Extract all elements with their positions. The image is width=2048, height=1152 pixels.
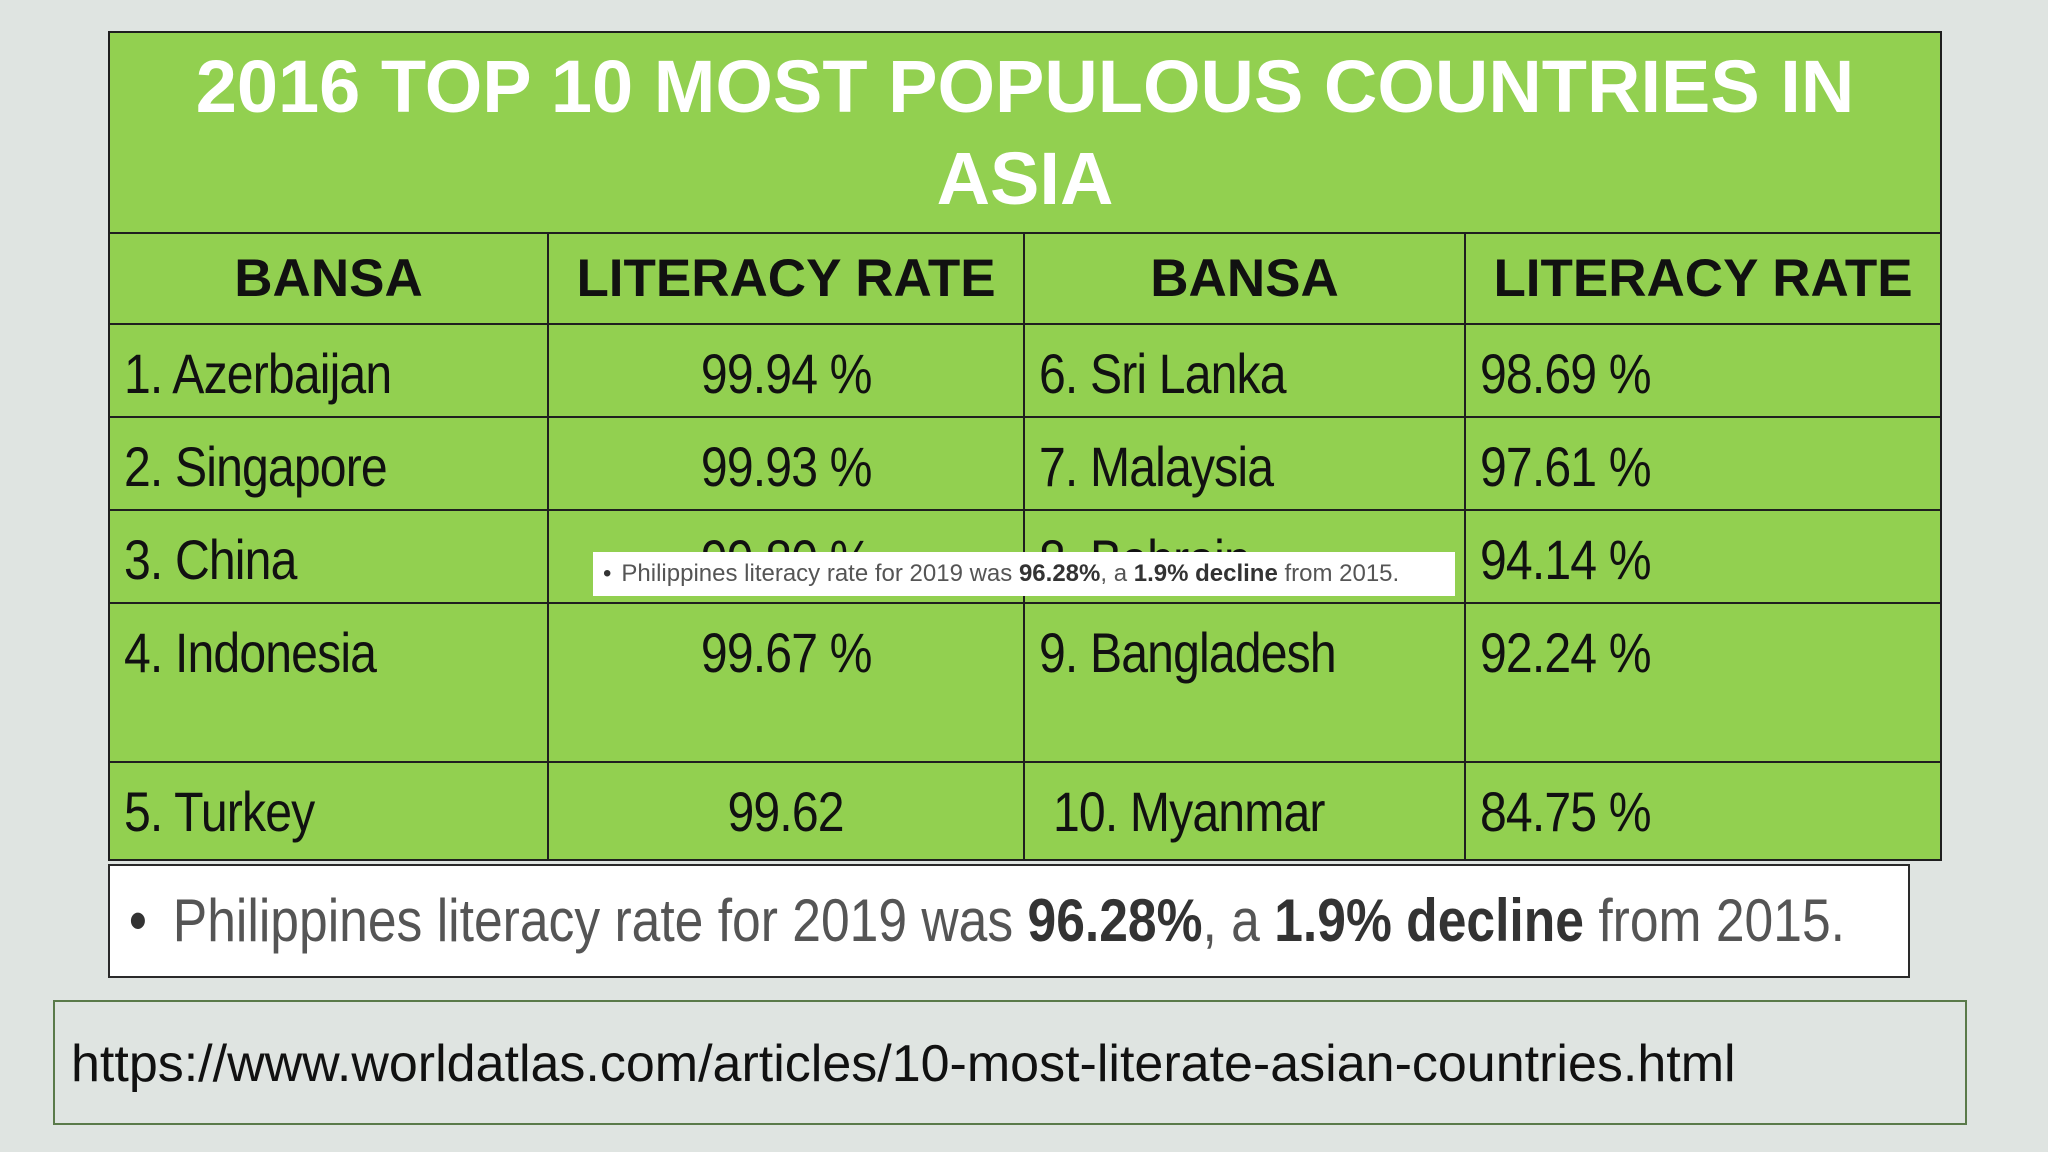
- note-text: from 2015.: [1277, 560, 1400, 587]
- country-cell: 6. Sri Lanka: [1023, 323, 1466, 418]
- rate-cell: 99.93 %: [547, 416, 1025, 511]
- note-text: , a: [1100, 560, 1134, 587]
- note-rate: 96.28%: [1018, 560, 1101, 587]
- country-cell: 5. Turkey: [108, 761, 549, 861]
- country-cell: 3. China: [108, 509, 549, 604]
- rate-cell: 94.14 %: [1464, 509, 1942, 604]
- table-row: 5. Turkey 99.62 10. Myanmar 84.75 %: [108, 761, 1942, 861]
- country-cell: 10. Myanmar: [1023, 761, 1466, 861]
- country-cell: 1. Azerbaijan: [108, 323, 549, 418]
- note-change: 1.9% decline: [1133, 560, 1278, 587]
- country-cell: 9. Bangladesh: [1023, 602, 1466, 763]
- rate-cell: 99.62: [547, 761, 1025, 861]
- bullet-icon: •: [603, 560, 612, 587]
- note-text: from 2015.: [1583, 887, 1845, 954]
- philippines-note-large: • Philippines literacy rate for 2019 was …: [108, 864, 1910, 978]
- header-row: BANSA LITERACY RATE BANSA LITERACY RATE: [108, 232, 1942, 325]
- note-text: , a: [1202, 887, 1275, 954]
- bullet-icon: •: [128, 887, 147, 954]
- philippines-note-small: • Philippines literacy rate for 2019 was …: [593, 552, 1455, 596]
- table-title: 2016 TOP 10 MOST POPULOUS COUNTRIES IN A…: [108, 31, 1942, 234]
- note-change: 1.9% decline: [1274, 887, 1584, 954]
- rate-cell: 97.61 %: [1464, 416, 1942, 511]
- rate-cell: 99.94 %: [547, 323, 1025, 418]
- rate-cell: 99.67 %: [547, 602, 1025, 763]
- note-text: Philippines literacy rate for 2019 was: [172, 887, 1028, 954]
- header-bansa-left: BANSA: [108, 232, 549, 325]
- literacy-table: 2016 TOP 10 MOST POPULOUS COUNTRIES IN A…: [108, 31, 1942, 861]
- note-rate: 96.28%: [1027, 887, 1203, 954]
- table-row: 4. Indonesia 99.67 % 9. Bangladesh 92.24…: [108, 602, 1942, 763]
- header-bansa-right: BANSA: [1023, 232, 1466, 325]
- note-text: Philippines literacy rate for 2019 was: [621, 560, 1019, 587]
- country-cell: 7. Malaysia: [1023, 416, 1466, 511]
- table-row: 2. Singapore 99.93 % 7. Malaysia 97.61 %: [108, 416, 1942, 511]
- rate-cell: 92.24 %: [1464, 602, 1942, 763]
- rate-cell: 84.75 %: [1464, 761, 1942, 861]
- table-row: 1. Azerbaijan 99.94 % 6. Sri Lanka 98.69…: [108, 323, 1942, 418]
- country-cell: 4. Indonesia: [108, 602, 549, 763]
- country-cell: 2. Singapore: [108, 416, 549, 511]
- header-literacy-left: LITERACY RATE: [547, 232, 1025, 325]
- rate-cell: 98.69 %: [1464, 323, 1942, 418]
- source-url[interactable]: https://www.worldatlas.com/articles/10-m…: [53, 1000, 1967, 1125]
- header-literacy-right: LITERACY RATE: [1464, 232, 1942, 325]
